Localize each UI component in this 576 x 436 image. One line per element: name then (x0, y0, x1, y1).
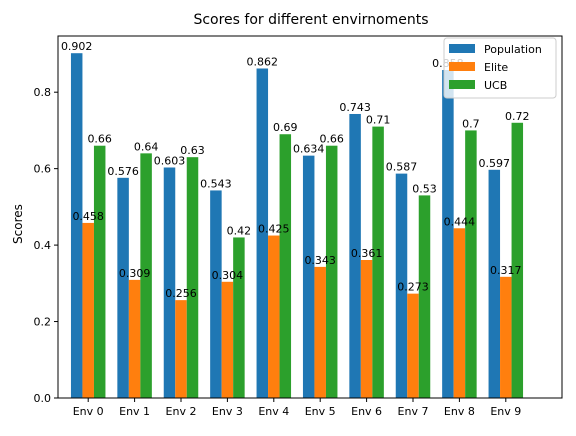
bar-value-label: 0.444 (444, 215, 476, 228)
bar-elite (453, 228, 466, 398)
legend-swatch-population (449, 44, 475, 53)
bar-value-label: 0.71 (366, 114, 391, 127)
x-tick-label: Env 7 (398, 405, 429, 418)
bar-ucb (325, 145, 338, 398)
bar-value-label: 0.42 (227, 224, 252, 237)
bar-ucb (233, 237, 245, 398)
bar-ucb (511, 122, 524, 399)
legend: Population Elite UCB (443, 37, 557, 99)
y-axis-label: Scores (11, 204, 25, 244)
bar-elite (221, 281, 234, 398)
bar-elite (268, 235, 280, 398)
y-tick-label: 0.6 (34, 163, 52, 176)
bar-value-label: 0.64 (134, 140, 159, 153)
bar-population (349, 113, 361, 399)
bar-value-label: 0.425 (258, 223, 290, 236)
bar-value-label: 0.317 (490, 264, 522, 277)
bar-population (442, 70, 454, 398)
bar-elite (314, 266, 326, 398)
bar-elite (407, 293, 419, 398)
bar-elite (175, 300, 187, 398)
bar-value-label: 0.66 (87, 133, 112, 146)
x-tick-label: Env 6 (351, 405, 382, 418)
bar-value-label: 0.309 (119, 267, 151, 280)
bar-elite (82, 222, 94, 398)
x-tick-label: Env 5 (305, 405, 336, 418)
bar-value-label: 0.69 (273, 121, 298, 134)
bar-value-label: 0.304 (212, 269, 244, 282)
legend-label-ucb: UCB (484, 79, 507, 92)
bar-value-label: 0.66 (319, 133, 344, 146)
bar-elite (360, 260, 373, 398)
bar-value-label: 0.902 (61, 40, 93, 53)
x-tick-label: Env 4 (258, 405, 289, 418)
y-tick-label: 0.8 (34, 86, 52, 99)
y-tick-label: 0.4 (34, 239, 52, 252)
bar-ucb (372, 126, 384, 398)
y-tick-label: 0.2 (34, 316, 52, 329)
legend-swatch-ucb (449, 80, 475, 89)
bar-value-label: 0.53 (412, 182, 437, 195)
bar-value-label: 0.361 (351, 247, 383, 260)
bar-elite (128, 279, 141, 398)
x-tick-label: Env 9 (490, 405, 521, 418)
bar-value-label: 0.458 (72, 210, 104, 223)
bar-ucb (279, 134, 292, 398)
bar-ucb (418, 195, 431, 398)
bar-ucb (140, 153, 152, 398)
bar-ucb (186, 157, 199, 398)
bar-population (256, 68, 269, 399)
bar-value-label: 0.343 (304, 254, 336, 267)
x-tick-label: Env 1 (119, 405, 150, 418)
bar-value-labels: 0.902 0.458 0.66 0.576 0.309 0.640.603 0.256 0.… (61, 40, 530, 300)
bar-value-label: 0.597 (479, 157, 511, 170)
bar-value-label: 0.634 (293, 143, 325, 156)
x-tick-label: Env 8 (444, 405, 475, 418)
bar-value-label: 0.63 (180, 144, 205, 157)
bar-value-label: 0.862 (247, 55, 279, 68)
bar-value-label: 0.273 (397, 281, 429, 294)
bar-value-label: 0.603 (154, 154, 186, 167)
x-axis-ticks: Env 0 Env 1 Env 2 Env 3 Env 4 Env 5 Env 6 Env 7… (73, 398, 521, 418)
bar-value-label: 0.576 (107, 165, 139, 178)
bars-group (70, 53, 524, 399)
bar-population (488, 169, 501, 398)
plot-frame (57, 35, 563, 399)
bar-ucb (465, 130, 477, 399)
y-tick-label: 0.0 (34, 392, 52, 405)
bar-value-label: 0.743 (339, 101, 371, 114)
bar-elite (500, 276, 512, 398)
bar-population (70, 53, 83, 398)
legend-swatch-elite (449, 62, 475, 71)
bar-ucb (93, 145, 106, 398)
bar-value-label: 0.7 (462, 117, 480, 130)
bar-population (302, 155, 315, 398)
y-axis-ticks: 0.0 0.2 0.4 0.6 0.8 (34, 86, 58, 405)
x-tick-label: Env 2 (166, 405, 197, 418)
legend-label-population: Population (484, 43, 542, 56)
legend-label-elite: Elite (484, 61, 508, 74)
bar-population (117, 177, 129, 398)
bar-population (163, 167, 176, 398)
chart-title: Scores for different envirnoments (193, 12, 428, 28)
bar-value-label: 0.72 (505, 110, 530, 123)
x-tick-label: Env 3 (212, 405, 243, 418)
bar-value-label: 0.256 (165, 287, 197, 300)
x-tick-label: Env 0 (73, 405, 104, 418)
bar-population (210, 190, 222, 398)
bar-population (395, 173, 408, 398)
bar-value-label: 0.543 (200, 177, 232, 190)
bar-value-label: 0.587 (386, 161, 418, 174)
